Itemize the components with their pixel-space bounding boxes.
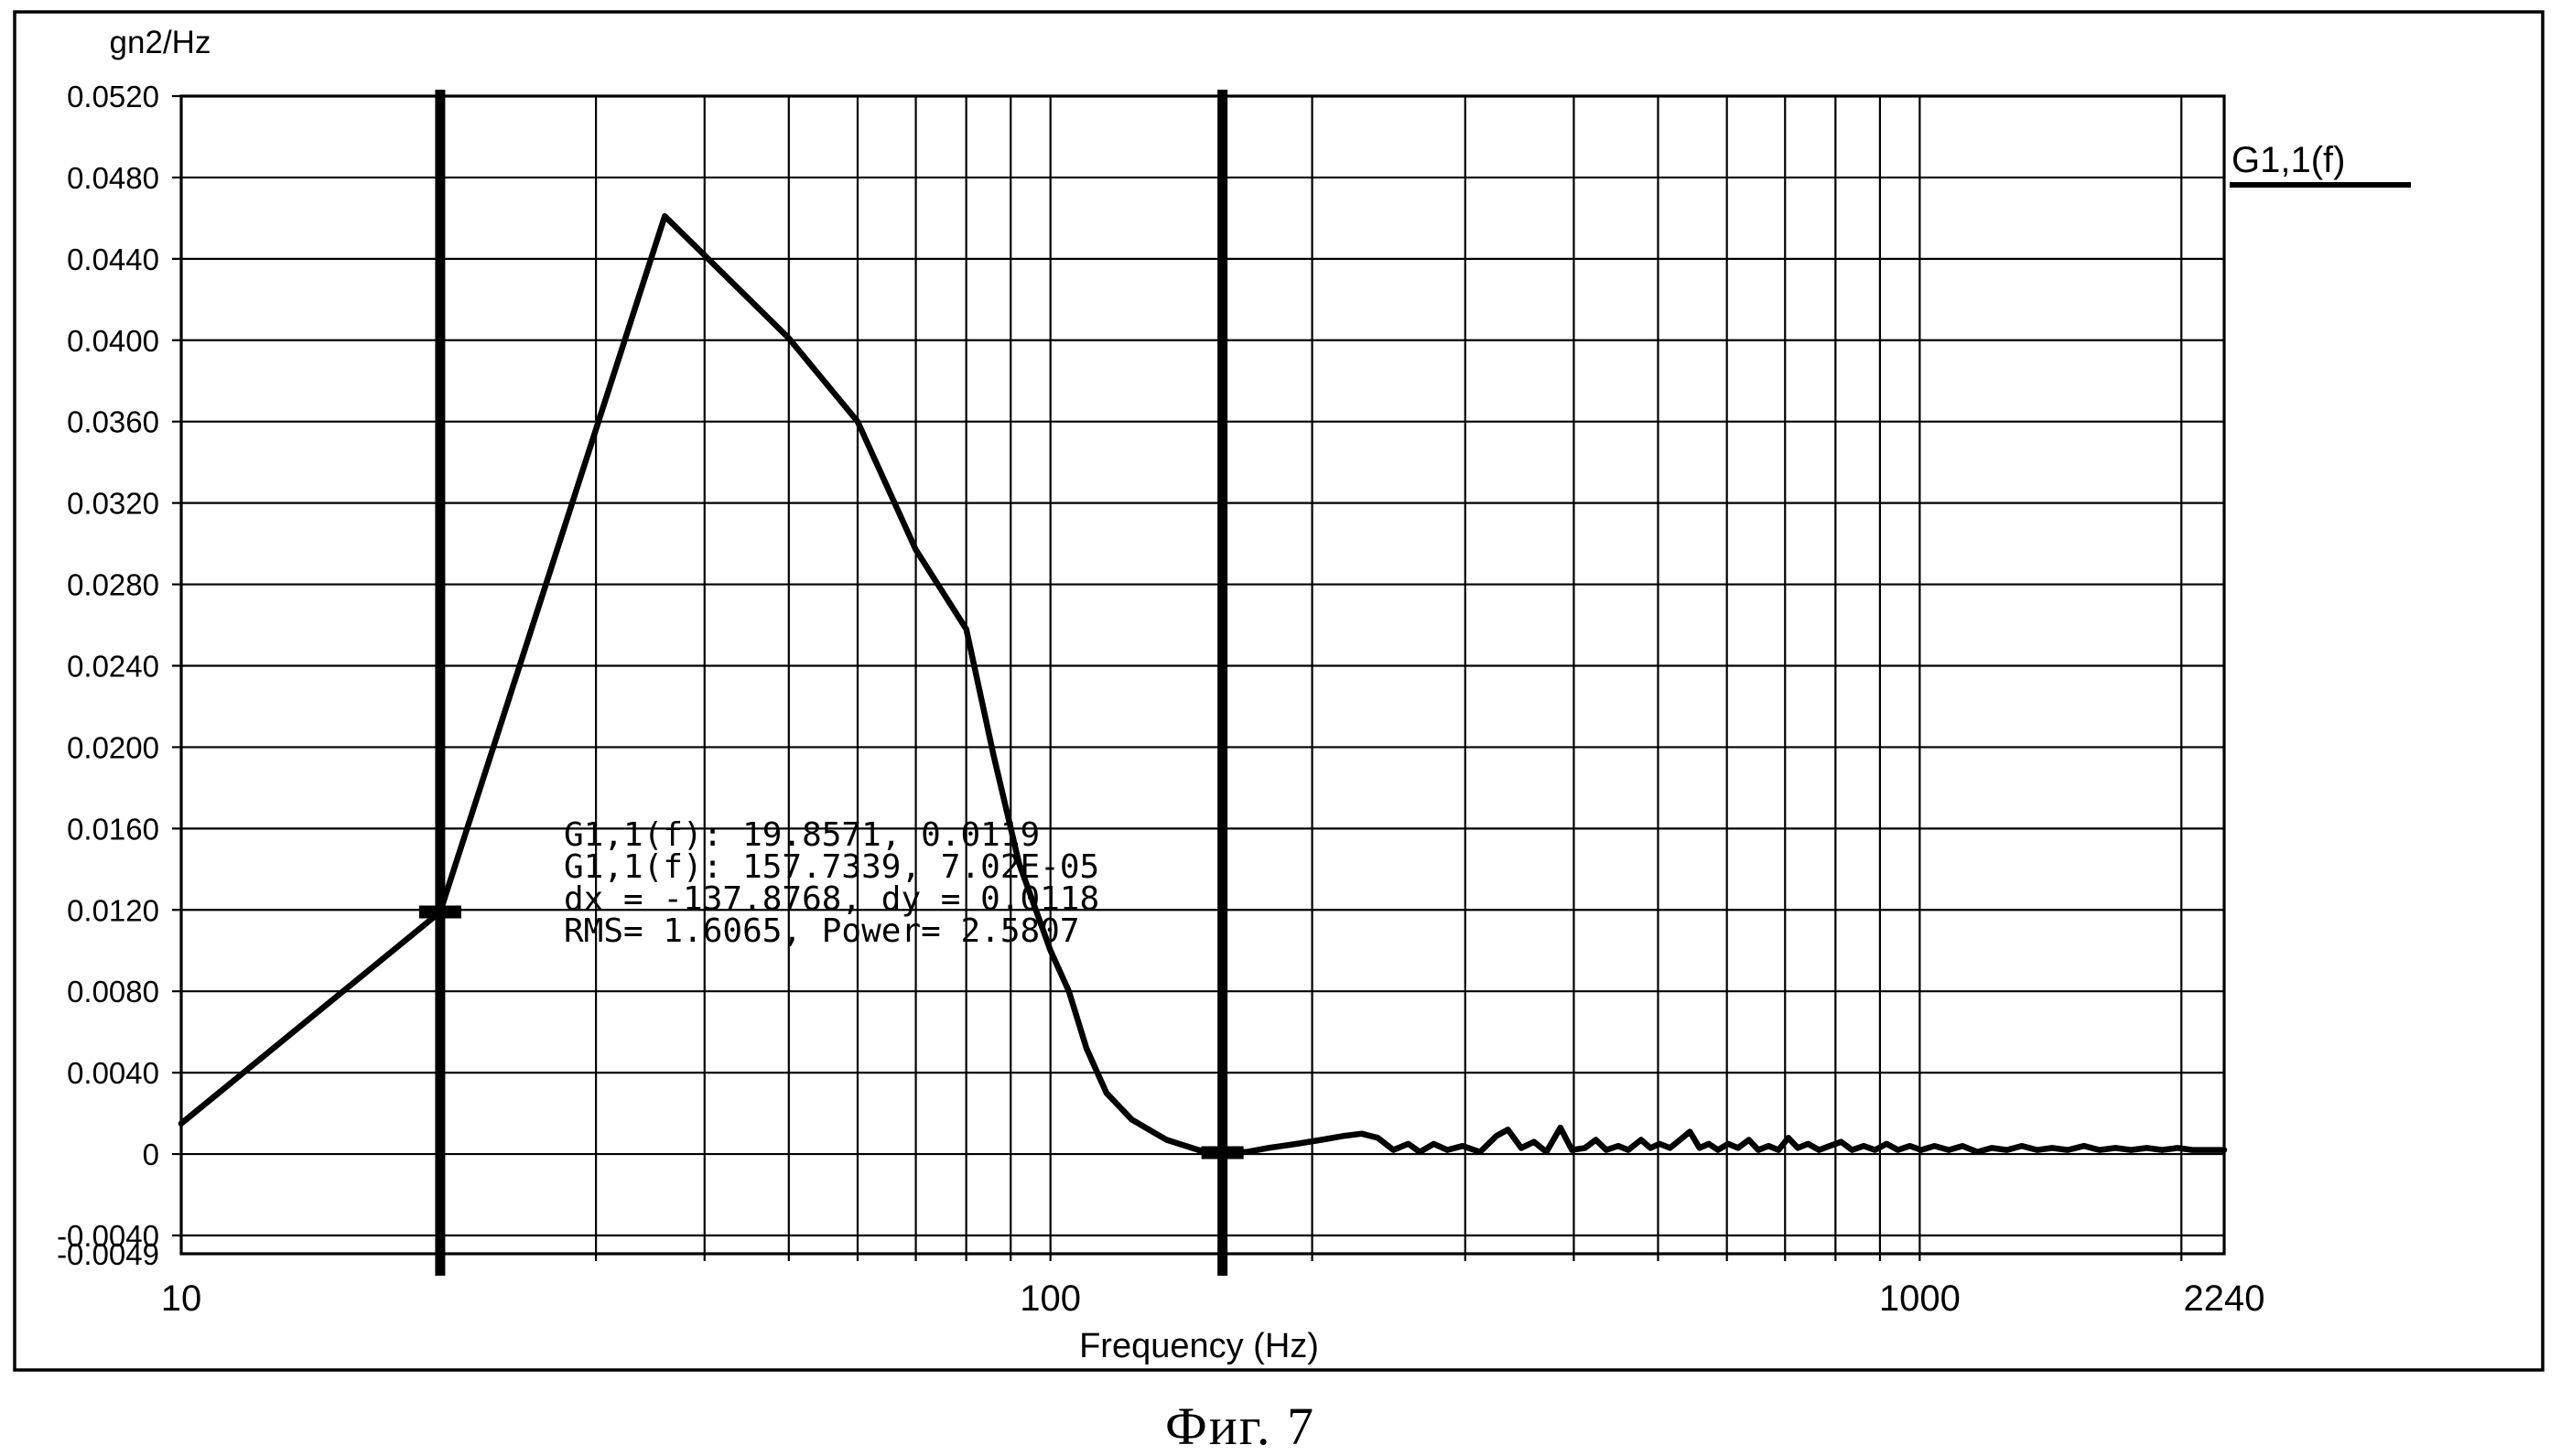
legend: G1,1(f) <box>2230 140 2411 188</box>
y-tick-label: 0.0520 <box>67 80 159 113</box>
x-axis-title: Frequency (Hz) <box>1079 1327 1319 1365</box>
x-tick-label: 2240 <box>2184 1278 2265 1319</box>
x-tick-labels: 10 100 1000 2240 <box>161 1278 2265 1319</box>
cursor-marker <box>418 905 461 919</box>
y-tick-label: 0.0440 <box>67 243 159 276</box>
legend-label: G1,1(f) <box>2231 140 2345 180</box>
y-tick-label: 0.0240 <box>67 649 159 683</box>
y-tick-label: 0 <box>143 1138 159 1171</box>
y-tick-label: 0.0160 <box>67 812 159 846</box>
y-tick-label: 0.0400 <box>67 324 159 358</box>
y-tick-labels: 0.0520 0.0480 0.0440 0.0400 0.0360 0.0320 0.02… <box>57 80 159 1271</box>
x-tick-label: 1000 <box>1879 1278 1961 1319</box>
annotation-line-1: G1,1(f): 19.8571, 0.0119 <box>564 816 1040 854</box>
cursor-annotation-box: G1,1(f): 19.8571, 0.0119 G1,1(f): 157.73… <box>564 816 1099 950</box>
y-tick-label: -0.0040 <box>57 1219 159 1253</box>
x-tick-label: 10 <box>161 1278 202 1319</box>
y-axis-title: gn2/Hz <box>110 25 211 60</box>
annotation-line-4: RMS= 1.6065, Power= 2.5807 <box>564 912 1080 950</box>
x-tick-label: 100 <box>1020 1278 1081 1319</box>
figure-border <box>13 10 2545 1372</box>
cursor-lines <box>418 90 1244 1276</box>
vertical-gridlines <box>441 96 2183 1254</box>
series-line-g11f <box>178 212 2228 1156</box>
y-tick-label: 0.0280 <box>67 568 159 602</box>
annotation-line-3: dx = -137.8768, dy = 0.0118 <box>564 880 1099 918</box>
y-tick-label: 0.0320 <box>67 487 159 521</box>
figure-caption: Фиг. 7 <box>1165 1397 1315 1456</box>
y-tick-label: 0.0200 <box>67 730 159 764</box>
y-tick-label: 0.0080 <box>67 975 159 1008</box>
y-tick-label: 0.0040 <box>67 1056 159 1090</box>
plot-border <box>179 94 2226 1256</box>
y-tick-label: 0.0480 <box>67 161 159 195</box>
cursor-marker <box>1201 1146 1244 1159</box>
y-tick-label: 0.0120 <box>67 893 159 927</box>
y-tick-label: 0.0360 <box>67 405 159 439</box>
annotation-line-2: G1,1(f): 157.7339, 7.02E-05 <box>564 848 1099 886</box>
horizontal-gridlines <box>172 94 2224 1237</box>
y-tick-label: -0.0049 <box>57 1237 159 1271</box>
